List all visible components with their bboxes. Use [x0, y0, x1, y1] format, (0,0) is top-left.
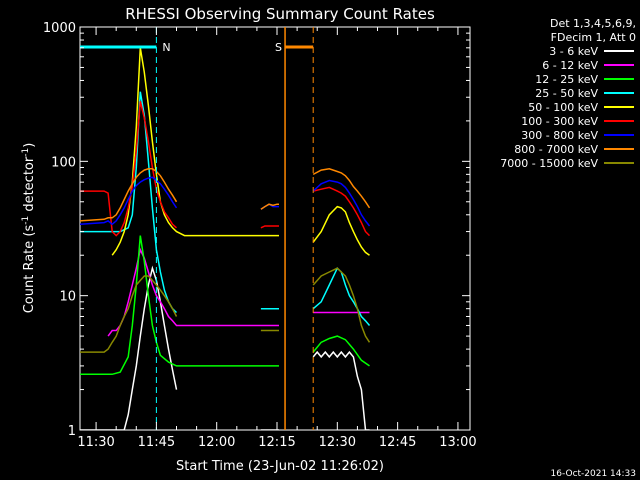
marker-label: N	[162, 41, 170, 54]
chart-title: RHESSI Observing Summary Count Rates	[125, 5, 435, 23]
y-tick-label: 100	[51, 155, 76, 170]
footer-date: 16-Oct-2021 14:33	[551, 469, 636, 479]
y-axis-label-sup: -1	[21, 148, 31, 157]
legend-label: 300 - 800 keV	[521, 129, 598, 142]
legend-label: 12 - 25 keV	[535, 73, 598, 86]
y-axis-label-part: )	[22, 143, 37, 148]
legend-header-line: Det 1,3,4,5,6,9,	[550, 17, 636, 30]
y-tick-label: 1	[68, 424, 76, 439]
x-tick-label: 12:00	[198, 435, 235, 450]
x-axis: 11:30 11:45 12:00 12:15 12:30 12:45 13:00	[77, 27, 477, 450]
legend-label: 800 - 7000 keV	[514, 143, 598, 156]
x-tick-label: 11:30	[77, 435, 114, 450]
legend-label: 6 - 12 keV	[542, 59, 598, 72]
x-tick-label: 13:00	[439, 435, 476, 450]
y-axis-label: Count Rate (s-1 detector-1)	[21, 143, 37, 314]
y-axis-label-part: detector	[22, 156, 37, 216]
series-line	[111, 47, 370, 256]
y-tick-label: 1000	[43, 21, 76, 36]
legend-header-line: FDecim 1, Att 0	[551, 31, 636, 44]
legend: Det 1,3,4,5,6,9, FDecim 1, Att 0 3 - 6 k…	[500, 17, 636, 170]
legend-label: 100 - 300 keV	[521, 115, 598, 128]
y-axis-label-sup: -1	[21, 216, 31, 225]
x-tick-label: 11:45	[138, 435, 175, 450]
legend-label: 3 - 6 keV	[549, 45, 598, 58]
x-tick-label: 12:15	[258, 435, 295, 450]
series-line	[80, 168, 371, 222]
y-tick-label: 10	[59, 290, 76, 305]
legend-label: 25 - 50 keV	[535, 87, 598, 100]
series-line	[80, 235, 370, 376]
x-axis-label: Start Time (23-Jun-02 11:26:02)	[176, 459, 384, 474]
series-group	[80, 27, 371, 430]
x-tick-label: 12:45	[379, 435, 416, 450]
marker-label: S	[275, 41, 282, 54]
y-axis-label-part: Count Rate (s	[22, 225, 37, 314]
legend-label: 7000 - 15000 keV	[500, 157, 598, 170]
series-line	[80, 101, 371, 237]
legend-label: 50 - 100 keV	[528, 101, 598, 114]
series-line	[80, 265, 370, 430]
y-axis: 1 10 100 1000	[43, 21, 470, 439]
series-line	[80, 267, 371, 353]
x-tick-label: 12:30	[319, 435, 356, 450]
